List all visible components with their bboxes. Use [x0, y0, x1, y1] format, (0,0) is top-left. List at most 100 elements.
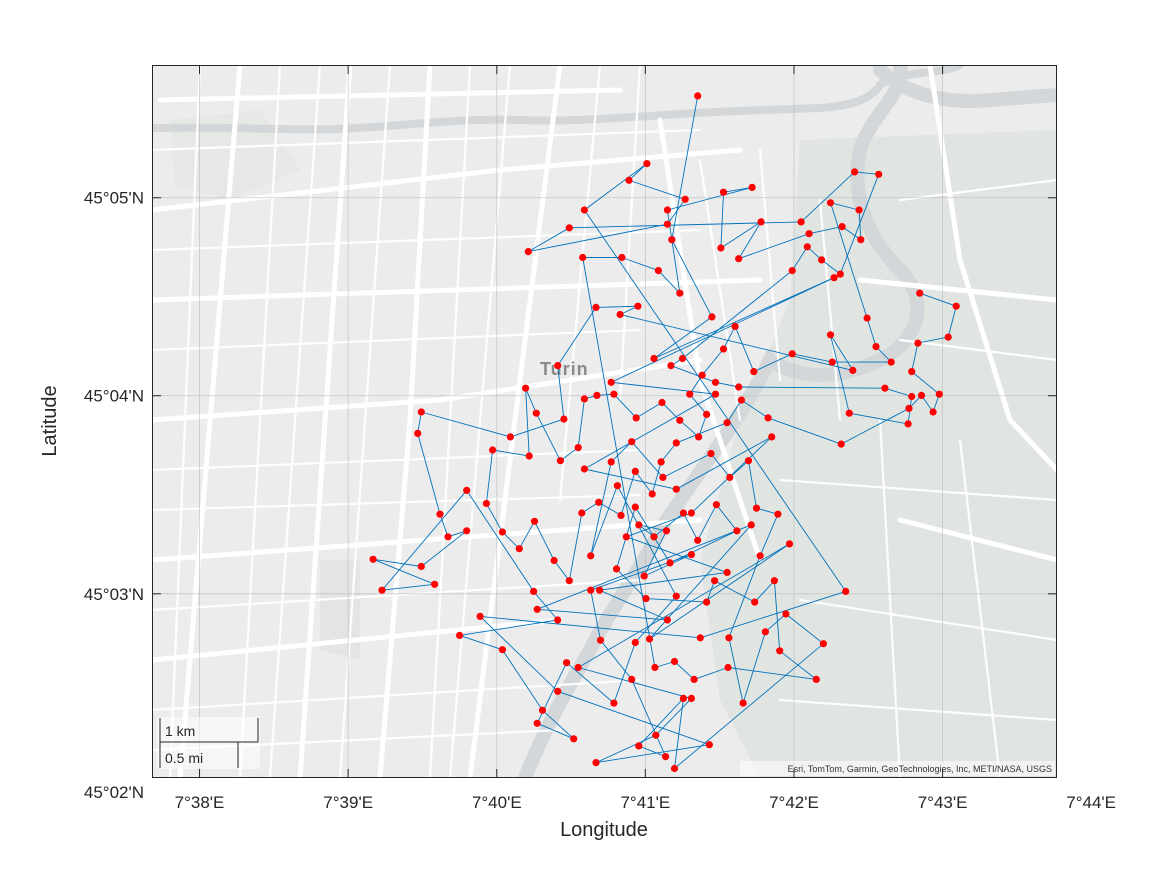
- gps-point-130: [748, 183, 756, 191]
- gps-point-162: [525, 452, 533, 460]
- gps-point-20: [687, 694, 696, 703]
- track-segment-85: [729, 460, 749, 478]
- gps-point-16: [747, 521, 755, 529]
- gps-point-115: [703, 598, 711, 606]
- gps-point-180: [837, 440, 845, 448]
- track-segment-57: [421, 411, 511, 438]
- basemap[interactable]: Turin 1 km 0.5 mi Esri, TomTom, Garmin, …: [152, 65, 1091, 792]
- gps-point-92: [761, 628, 770, 636]
- track-segment-119: [779, 650, 817, 680]
- track-segment-151: [679, 419, 699, 438]
- track-segment-40: [791, 246, 808, 271]
- gps-point-108: [694, 536, 702, 544]
- track-segment-185: [911, 343, 919, 372]
- gps-point-81: [607, 458, 615, 466]
- gps-point-6: [711, 390, 720, 398]
- track-segment-91: [742, 631, 766, 704]
- track-segment-186: [917, 336, 949, 344]
- gps-point-183: [929, 408, 937, 416]
- gps-point-170: [578, 509, 586, 517]
- track-segment-163: [485, 449, 494, 504]
- track-segment-67: [466, 490, 534, 592]
- gps-point-79: [613, 482, 622, 490]
- track-segment-72: [542, 709, 575, 740]
- gps-point-125: [579, 253, 587, 262]
- track-segment-99: [600, 639, 633, 680]
- gps-point-85: [726, 473, 734, 481]
- track-segment-147: [701, 348, 724, 376]
- gps-point-181: [905, 404, 913, 412]
- gps-point-63: [417, 562, 425, 571]
- gps-point-87: [752, 504, 761, 512]
- gps-point-144: [788, 350, 796, 358]
- gps-point-91: [739, 699, 747, 707]
- track-segment-130: [723, 186, 753, 193]
- track-segment-162: [492, 449, 530, 457]
- gps-point-32: [663, 220, 672, 228]
- gps-point-169: [565, 577, 573, 585]
- track-segment-161: [525, 388, 530, 457]
- gps-point-175: [657, 458, 665, 466]
- gps-point-65: [431, 580, 439, 588]
- gps-point-0: [694, 92, 702, 100]
- track-segment-60: [439, 514, 449, 537]
- track-segment-98: [631, 679, 667, 757]
- gps-point-1: [668, 236, 676, 244]
- gps-point-100: [596, 636, 605, 644]
- x-axis-ticks: 7°38'E 7°39'E 7°40'E 7°41'E 7°42'E 7°43'E 7°44…: [175, 65, 1116, 812]
- gps-point-140: [863, 314, 871, 322]
- track-segment-19: [578, 667, 692, 699]
- attribution-text: Esri, TomTom, Garmin, GeoTechnologies, I…: [788, 764, 1052, 774]
- gps-point-57: [506, 433, 514, 441]
- gps-point-149: [686, 390, 694, 398]
- track-segment-10: [626, 512, 692, 538]
- track-segment-81: [610, 441, 633, 463]
- track-segment-58: [417, 411, 422, 434]
- gps-point-139: [826, 199, 835, 207]
- gps-point-106: [650, 533, 658, 541]
- gps-point-42: [678, 354, 687, 363]
- gps-point-84: [707, 450, 715, 458]
- gps-point-78: [672, 592, 680, 600]
- gps-point-131: [719, 188, 728, 196]
- track-segment-48: [849, 412, 909, 425]
- gps-point-94: [819, 640, 828, 648]
- track-segment-143: [792, 353, 833, 363]
- track-segment-14: [537, 608, 668, 621]
- y-axis-ticks: 45°02'N 45°03'N 45°04'N 45°05'N: [84, 189, 1057, 802]
- track-segment-96: [638, 698, 684, 747]
- track-segment-79: [590, 485, 618, 556]
- gps-point-48: [904, 420, 912, 428]
- track-segment-120: [727, 667, 817, 680]
- track-segment-169: [568, 512, 583, 581]
- track-segment-38: [821, 259, 841, 275]
- track-segment-51: [619, 314, 853, 371]
- track-segment-28: [584, 163, 648, 211]
- gps-point-95: [670, 764, 679, 773]
- gps-point-13: [596, 586, 604, 594]
- track-segment-3: [653, 277, 835, 359]
- gps-point-152: [676, 416, 684, 424]
- track-segment-56: [510, 418, 565, 438]
- track-segment-63: [373, 558, 422, 567]
- gps-point-107: [679, 509, 688, 517]
- gps-track: [372, 95, 957, 769]
- track-segment-113: [616, 568, 647, 599]
- gps-point-189: [916, 289, 924, 297]
- gps-point-33: [524, 248, 532, 256]
- track-segment-158: [560, 447, 579, 462]
- track-segment-148: [689, 374, 703, 395]
- gps-point-166: [515, 545, 523, 553]
- gps-point-37: [875, 170, 883, 178]
- gps-point-151: [695, 433, 703, 441]
- gps-point-18: [785, 540, 794, 548]
- gps-point-4: [830, 274, 838, 282]
- track-segment-159: [535, 412, 561, 461]
- track-segment-116: [714, 580, 755, 603]
- gps-point-49: [845, 409, 853, 417]
- gps-point-114: [642, 595, 650, 603]
- x-tick-label-4: 7°42'E: [769, 793, 819, 812]
- gps-point-45: [735, 383, 743, 391]
- x-tick-label-2: 7°40'E: [472, 793, 522, 812]
